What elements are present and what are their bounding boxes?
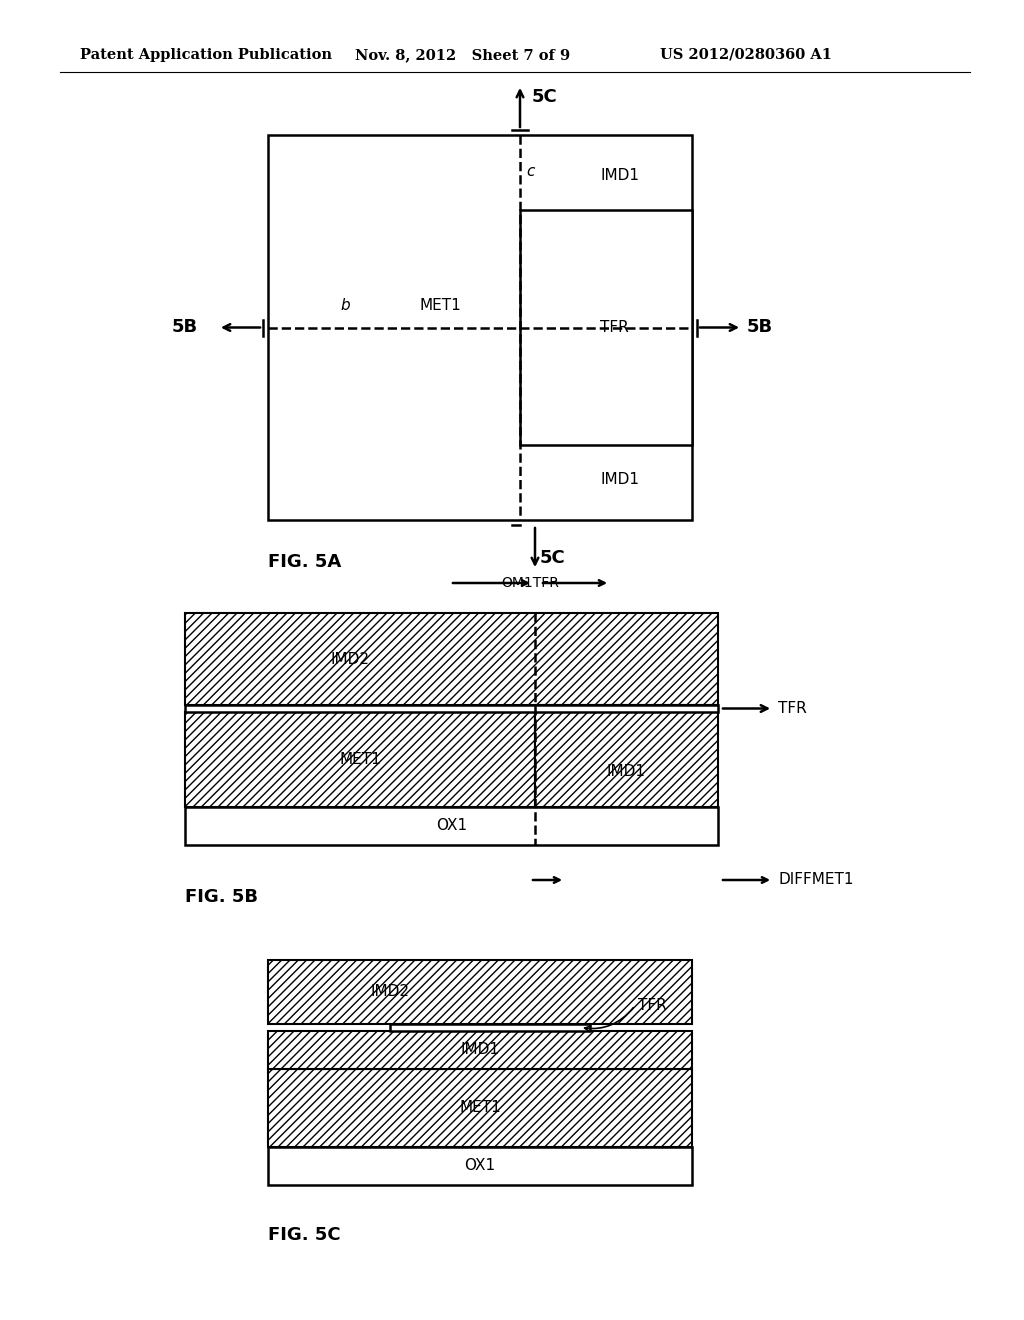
Text: IMD2: IMD2	[370, 985, 409, 999]
Text: IMD1: IMD1	[461, 1043, 500, 1057]
Text: 5C: 5C	[540, 549, 565, 568]
Bar	[185, 711, 535, 807]
Bar	[185, 612, 718, 705]
Text: TFR: TFR	[600, 319, 629, 335]
Text: FIG. 5B: FIG. 5B	[185, 888, 258, 906]
Text: IMD1: IMD1	[607, 763, 646, 779]
Text: Patent Application Publication: Patent Application Publication	[80, 48, 332, 62]
Bar	[268, 960, 692, 1024]
Text: OX1: OX1	[436, 818, 467, 833]
Text: c: c	[526, 165, 535, 180]
Text: TFR: TFR	[778, 701, 807, 715]
Text: IMD1: IMD1	[600, 473, 639, 487]
Text: FIG. 5A: FIG. 5A	[268, 553, 341, 572]
Text: TFR: TFR	[638, 998, 667, 1012]
Bar	[520, 210, 692, 445]
Text: MET1: MET1	[419, 298, 461, 314]
Text: US 2012/0280360 A1: US 2012/0280360 A1	[660, 48, 831, 62]
Bar	[268, 1147, 692, 1185]
Text: 5C: 5C	[532, 88, 558, 106]
Text: 5B: 5B	[746, 318, 773, 337]
Bar	[390, 1024, 590, 1031]
Text: IMD1: IMD1	[600, 168, 639, 182]
Text: MET1: MET1	[339, 752, 381, 767]
Text: b: b	[340, 298, 350, 314]
Bar	[268, 1031, 692, 1069]
Bar	[535, 705, 718, 807]
Text: FIG. 5C: FIG. 5C	[268, 1226, 341, 1243]
Bar	[185, 705, 718, 711]
Text: OM1TFR: OM1TFR	[501, 576, 559, 590]
Text: 5B: 5B	[172, 318, 198, 337]
Bar	[185, 807, 718, 845]
Text: Nov. 8, 2012   Sheet 7 of 9: Nov. 8, 2012 Sheet 7 of 9	[355, 48, 570, 62]
Text: DIFFMET1: DIFFMET1	[778, 873, 853, 887]
Text: IMD2: IMD2	[331, 652, 370, 667]
Text: MET1: MET1	[459, 1101, 501, 1115]
Bar	[268, 135, 692, 520]
Text: OX1: OX1	[465, 1159, 496, 1173]
Bar	[268, 1069, 692, 1147]
